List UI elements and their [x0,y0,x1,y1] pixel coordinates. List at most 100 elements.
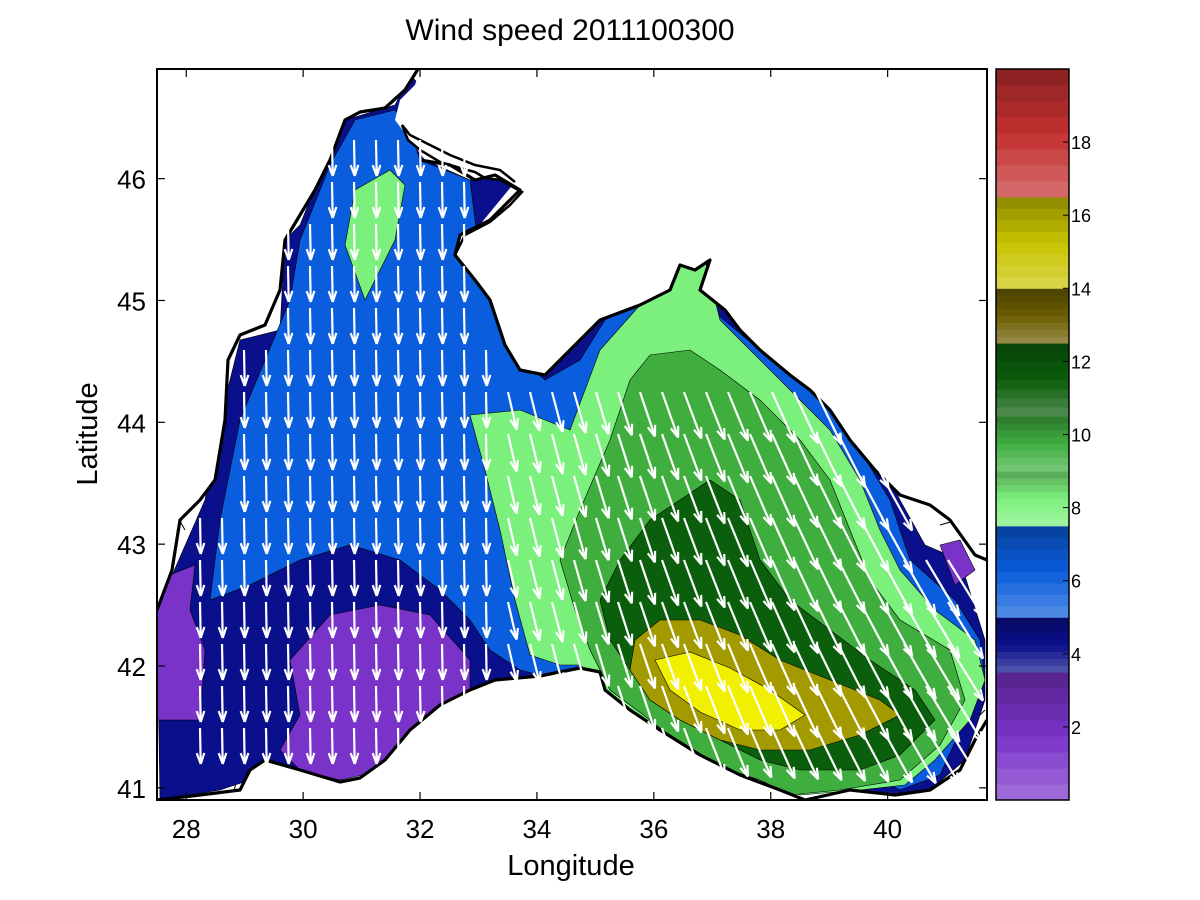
y-tick-label: 46 [117,165,146,195]
colorbar-band [996,784,1069,801]
wind-arrow [660,601,680,649]
colorbar-band [996,644,1069,653]
wind-arrow [415,349,426,387]
wind-arrow [305,475,316,513]
wind-arrow [704,559,726,609]
colorbar-band [996,343,1069,353]
wind-arrow [393,433,404,471]
wind-arrow [283,727,294,765]
wind-arrow [550,517,565,559]
wind-arrow [393,181,404,219]
wind-arrow [594,601,611,645]
wind-arrow [550,601,565,643]
wind-arrow [550,643,565,685]
wind-arrow [459,433,470,471]
wind-arrow [726,517,750,568]
colorbar-band [996,512,1069,520]
wind-arrow [393,391,404,429]
wind-arrow [349,391,360,429]
wind-arrow [393,223,404,261]
colorbar-band [996,397,1069,408]
y-tick-label: 41 [117,774,146,804]
wind-arrow [371,685,382,723]
colorbar-band [996,505,1069,513]
wind-arrow [327,433,338,471]
wind-arrow [660,685,680,733]
wind-arrow [616,517,634,563]
land-masses [157,69,987,800]
colorbar-band [996,471,1069,479]
colorbar: 2 4 6 8 10 12 14 16 18 [995,68,1091,801]
colorbar-tick-label: 18 [1071,133,1091,153]
y-tick-label: 42 [117,652,146,682]
colorbar-band [996,84,1069,102]
colorbar-band [996,208,1069,221]
wind-arrow [947,727,985,786]
x-tick-label: 34 [522,814,551,844]
wind-arrow [748,685,773,737]
wind-arrow [594,391,611,435]
colorbar-band [996,464,1069,472]
wind-arrow [371,601,382,639]
wind-arrow [261,433,272,471]
wind-arrow [261,643,272,681]
wind-arrow [459,181,470,219]
wind-arrow [726,727,750,778]
colorbar-band [996,295,1069,303]
wind-arrow [616,601,634,647]
colorbar-band [996,219,1069,232]
map-frame [156,68,988,801]
colorbar-band [996,352,1069,362]
wind-arrow [239,391,250,429]
colorbar-band [996,443,1069,451]
wind-arrow [748,643,773,695]
wind-arrow [283,601,294,639]
wind-arrow [616,475,634,521]
chart-title: Wind speed 2011100300 [405,14,734,47]
wind-arrow [261,727,272,765]
wind-arrow [261,685,272,723]
coastline-north-east [419,158,987,562]
wind-arrow [217,559,228,597]
wind-arrow [305,349,316,387]
colorbar-band [996,132,1069,150]
wind-arrow [305,265,316,303]
wind-arrow [261,559,272,597]
wind-arrow [261,391,272,429]
wind-arrow [239,475,250,513]
wind-arrow [283,517,294,555]
wind-arrow [283,643,294,681]
wind-arrow [594,475,611,519]
wind-arrow [459,139,470,177]
wind-arrow [217,517,228,555]
wind-arrow [550,391,565,433]
colorbar-band [996,594,1069,607]
wind-arrow [305,433,316,471]
wind-arrow [638,391,657,438]
colorbar-band [996,519,1069,527]
colorbar-band [996,329,1069,337]
y-axis-label: Latitude [72,382,104,485]
wind-arrow [616,727,634,773]
wind-arrow [437,727,448,765]
wind-arrow [704,517,726,567]
wind-arrow [349,517,360,555]
wind-arrow [481,475,492,513]
wind-arrow [437,517,448,555]
colorbar-band [996,180,1069,198]
wind-arrow [528,391,542,432]
colorbar-band [996,196,1069,209]
wind-arrow [327,685,338,723]
wind-arrow [682,685,703,734]
wind-arrow [239,433,250,471]
colorbar-band [996,265,1069,278]
wind-arrow [616,391,634,437]
wind-arrow [881,727,914,784]
wind-arrow [261,601,272,639]
wind-arrow [572,601,588,644]
wind-arrow [195,601,206,639]
land-north [157,69,987,610]
wind-arrow [481,643,492,681]
colorbar-band [996,624,1069,632]
